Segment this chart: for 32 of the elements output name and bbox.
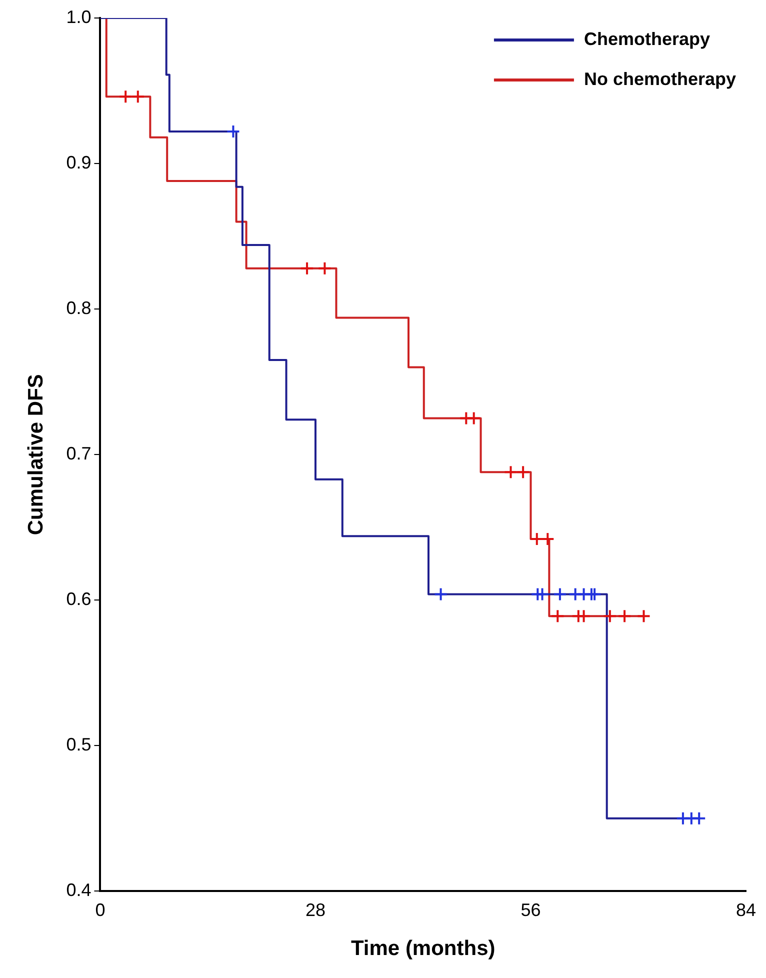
legend-label: No chemotherapy [584,68,736,89]
y-tick-label: 0.4 [66,880,92,900]
point [300,261,314,276]
x-tick-label: 0 [95,900,106,920]
y-tick-label: 0.6 [66,589,92,610]
x-tick-label: 28 [305,900,326,920]
point [588,587,602,602]
point [318,261,332,276]
point [602,609,617,624]
y-tick-label: 0.9 [66,152,92,172]
point [504,465,518,480]
x-axis-title: Time (months) [350,937,496,960]
point [118,90,133,104]
y-axis-title: Cumulative DFS [24,374,48,536]
y-tick-label: 1.0 [66,6,92,27]
point [130,90,145,104]
point [516,465,530,480]
x-tick-label: 56 [520,900,541,920]
point [618,609,632,624]
point [535,587,550,602]
point [636,609,651,624]
x-tick-label: 84 [736,900,756,920]
y-tick-label: 0.7 [66,444,92,464]
y-tick-label: 0.5 [66,734,92,755]
point [692,811,706,826]
point [550,609,565,624]
point [552,587,567,602]
legend-label: Chemotherapy [584,28,710,49]
point [226,124,240,139]
point [434,587,448,602]
y-tick-label: 0.8 [66,298,92,318]
point [466,411,481,426]
